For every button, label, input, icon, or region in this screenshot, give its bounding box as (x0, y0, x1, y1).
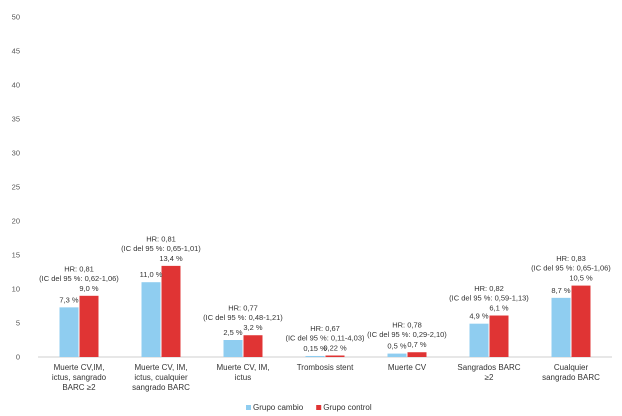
hr-annotation: HR: 0,81 (146, 234, 176, 243)
bar-grupo-cambio (469, 323, 489, 357)
category-label: Muerte CV, IM, (216, 363, 269, 372)
hr-annotation: (IC del 95 %: 0,62-1,06) (39, 274, 119, 283)
hr-annotation: (IC del 95 %: 0,48-1,21) (203, 313, 283, 322)
category-label: sangrado BARC (132, 383, 190, 392)
y-tick-label: 10 (12, 285, 20, 294)
hr-annotation: (IC del 95 %: 0,29-2,10) (367, 330, 447, 339)
legend: Grupo cambio Grupo control (246, 403, 372, 412)
y-tick-label: 40 (12, 81, 20, 90)
y-tick-label: 0 (16, 353, 20, 362)
bars (59, 265, 591, 357)
data-label: 11,0 % (140, 270, 163, 279)
category-label: sangrado BARC (542, 373, 600, 382)
bar-grupo-control (161, 265, 181, 357)
bar-grupo-control (79, 295, 99, 357)
y-tick-label: 20 (12, 217, 20, 226)
bar-grupo-cambio (305, 355, 325, 357)
hr-annotation: (IC del 95 %: 0,59-1,13) (449, 294, 529, 303)
data-label: 13,4 % (159, 254, 183, 263)
hr-annotation: HR: 0,78 (392, 321, 422, 330)
hr-annotations: HR: 0,81(IC del 95 %: 0,62-1,06)HR: 0,81… (39, 234, 611, 342)
data-label: 0,5 % (387, 342, 407, 351)
bar-grupo-control (325, 355, 345, 357)
category-label: Sangrados BARC (457, 363, 520, 372)
bar-grupo-control (243, 335, 263, 357)
data-label: 0,15 % (303, 344, 327, 353)
data-labels: 7,3 %9,0 %11,0 %13,4 %2,5 %3,2 %0,15 %0,… (59, 254, 593, 353)
category-label: ≥2 (485, 373, 494, 382)
y-tick-label: 50 (12, 13, 20, 22)
legend-label: Grupo control (323, 403, 372, 412)
bar-grupo-cambio (223, 340, 243, 357)
category-label: Trombosis stent (297, 363, 354, 372)
category-label: Muerte CV (388, 363, 427, 372)
data-label: 6,1 % (489, 304, 509, 313)
y-tick-label: 35 (12, 115, 20, 124)
y-tick-label: 15 (12, 251, 20, 260)
y-tick-label: 25 (12, 183, 20, 192)
legend-swatch-grupo-control (316, 405, 322, 410)
category-label: ictus, sangrado (52, 373, 107, 382)
hr-annotation: HR: 0,82 (474, 284, 504, 293)
bar-grupo-control (407, 352, 427, 357)
bar-grupo-control (571, 285, 591, 357)
bar-grupo-cambio (141, 282, 161, 357)
bar-grupo-cambio (387, 353, 407, 357)
data-label: 0,7 % (407, 340, 427, 349)
hr-annotation: HR: 0,67 (310, 324, 340, 333)
data-label: 7,3 % (59, 295, 79, 304)
hr-annotation: (IC del 95 %: 0,65-1,06) (531, 264, 611, 273)
y-tick-label: 5 (16, 319, 20, 328)
category-label: Cualquier (554, 363, 589, 372)
category-label: Muerte CV,IM, (54, 363, 105, 372)
hr-annotation: HR: 0,83 (556, 254, 586, 263)
category-label: BARC ≥2 (62, 383, 96, 392)
bar-grupo-cambio (551, 297, 571, 357)
category-label: ictus, cualquier (134, 373, 188, 382)
data-label: 0,22 % (323, 344, 347, 353)
data-label: 4,9 % (469, 312, 489, 321)
category-label: Muerte CV, IM, (134, 363, 187, 372)
hr-annotation: (IC del 95 %: 0,11-4,03) (285, 334, 365, 343)
data-label: 3,2 % (243, 323, 263, 332)
category-label: ictus (235, 373, 251, 382)
legend-label: Grupo cambio (253, 403, 304, 412)
y-tick-label: 45 (12, 47, 20, 56)
data-label: 8,7 % (551, 286, 571, 295)
hr-annotation: HR: 0,81 (64, 264, 94, 273)
bar-grupo-control (489, 315, 509, 357)
data-label: 10,5 % (569, 274, 593, 283)
hr-annotation: (IC del 95 %: 0,65-1,01) (121, 244, 201, 253)
bar-grupo-cambio (59, 307, 79, 357)
y-axis: 0 5 10 15 20 25 30 35 40 45 50 (12, 13, 612, 362)
legend-swatch-grupo-cambio (246, 405, 251, 410)
hr-annotation: HR: 0,77 (228, 304, 258, 313)
data-label: 2,5 % (223, 328, 243, 337)
data-label: 9,0 % (79, 284, 99, 293)
y-tick-label: 30 (12, 149, 20, 158)
